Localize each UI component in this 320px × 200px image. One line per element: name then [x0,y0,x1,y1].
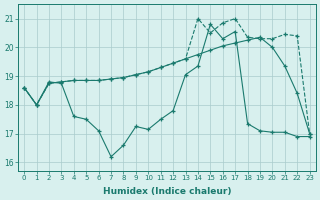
X-axis label: Humidex (Indice chaleur): Humidex (Indice chaleur) [103,187,231,196]
